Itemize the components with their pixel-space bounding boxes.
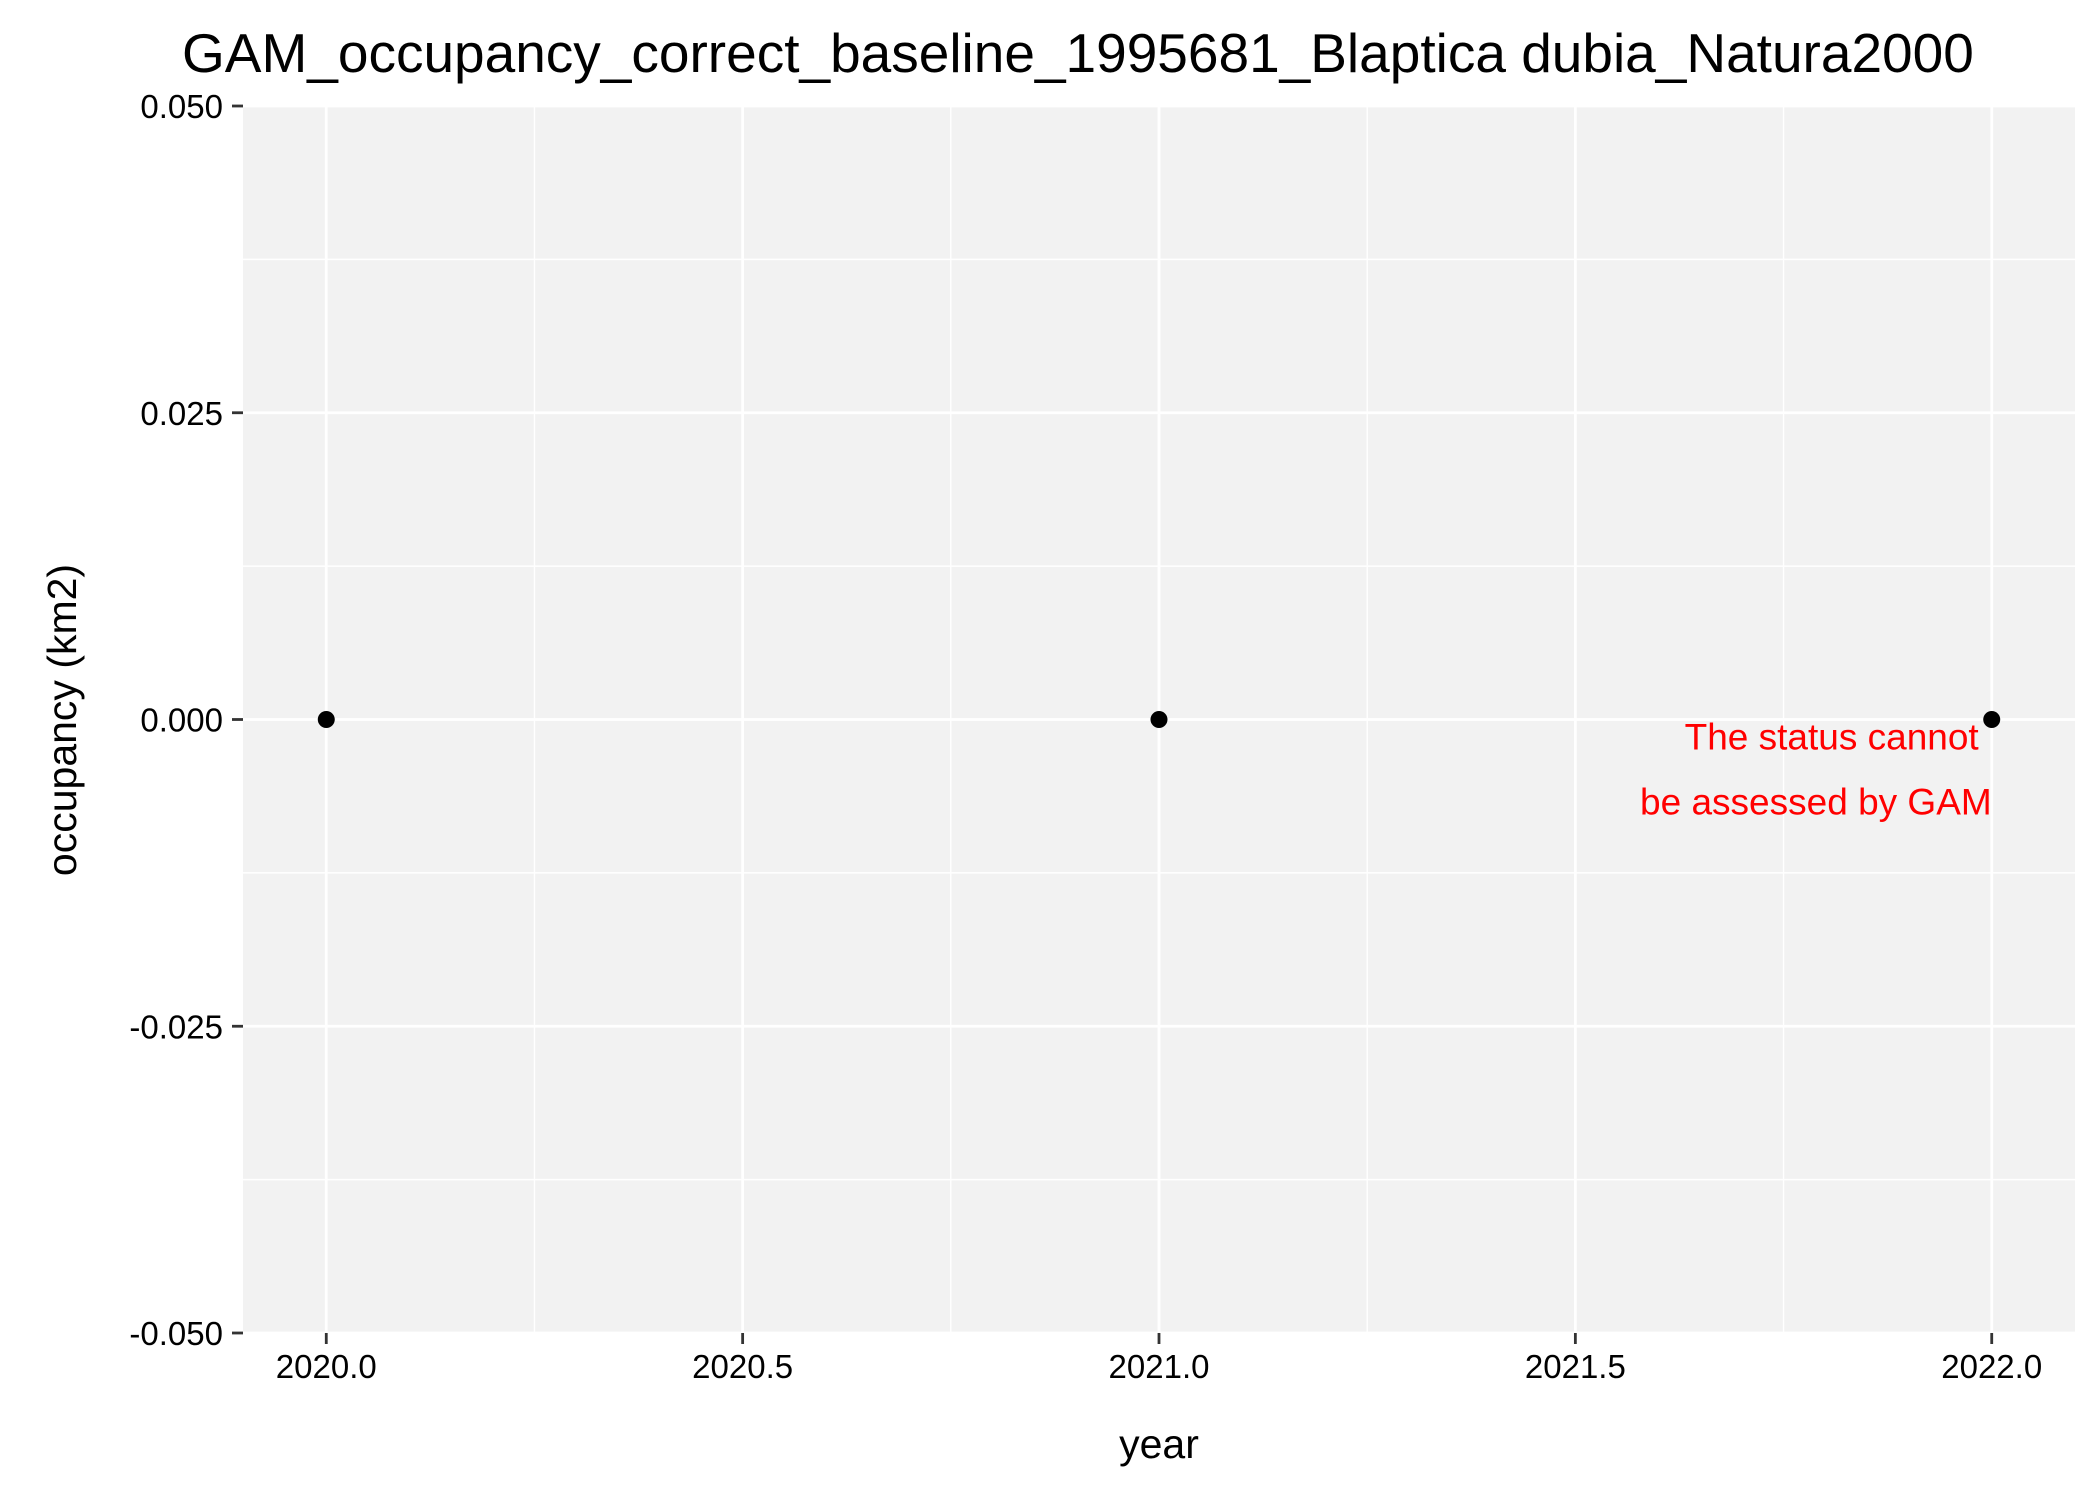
y-tick-label: 0.000: [140, 702, 223, 739]
y-tick-label: -0.050: [129, 1315, 223, 1352]
x-tick-label: 2020.0: [276, 1348, 377, 1385]
x-tick-label: 2022.0: [1941, 1348, 2042, 1385]
data-points: [317, 711, 2001, 728]
x-axis-label: year: [1119, 1421, 1199, 1467]
y-tick-label: -0.025: [129, 1008, 223, 1045]
y-axis: -0.050 -0.025 0.000 0.025 0.050: [129, 88, 243, 1352]
y-tick-label: 0.025: [140, 395, 223, 432]
annotation-line-1: The status cannot: [1685, 717, 1980, 758]
x-tick-label: 2021.0: [1109, 1348, 1210, 1385]
data-point: [1983, 711, 2001, 728]
x-tick-label: 2020.5: [692, 1348, 793, 1385]
data-point: [1150, 711, 1168, 728]
annotation: The status cannot be assessed by GAM: [1640, 717, 1992, 823]
data-point: [317, 711, 335, 728]
y-tick-label: 0.050: [140, 88, 223, 125]
y-axis-label: occupancy (km2): [39, 564, 85, 876]
x-axis: 2020.0 2020.5 2021.0 2021.5 2022.0: [276, 1333, 2042, 1385]
x-tick-label: 2021.5: [1525, 1348, 1626, 1385]
annotation-line-2: be assessed by GAM: [1640, 782, 1992, 823]
chart-title: GAM_occupancy_correct_baseline_1995681_B…: [182, 22, 1974, 84]
